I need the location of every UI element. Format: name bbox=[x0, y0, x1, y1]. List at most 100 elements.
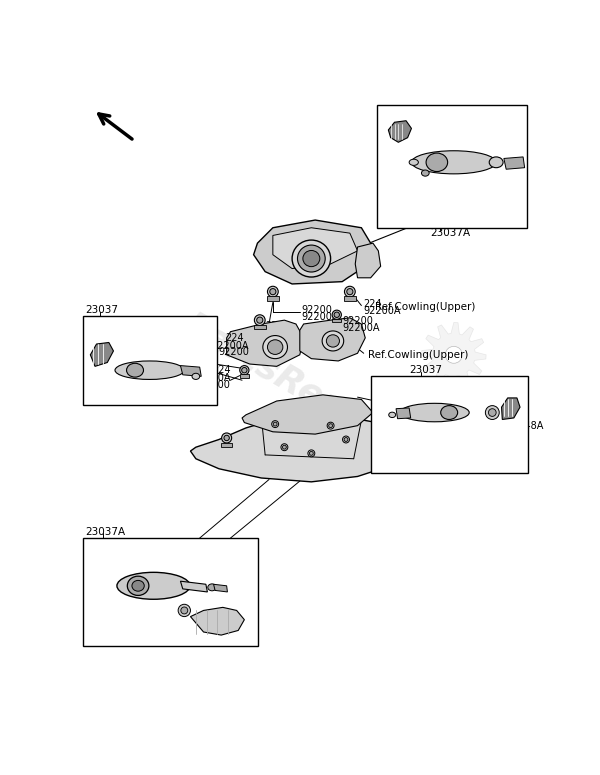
Ellipse shape bbox=[303, 250, 320, 267]
Ellipse shape bbox=[115, 361, 184, 380]
Polygon shape bbox=[355, 243, 380, 277]
Text: 92172: 92172 bbox=[375, 398, 406, 408]
Ellipse shape bbox=[327, 422, 334, 429]
Polygon shape bbox=[254, 325, 266, 329]
Ellipse shape bbox=[347, 288, 353, 294]
Polygon shape bbox=[227, 320, 304, 367]
Text: 23048A: 23048A bbox=[86, 334, 123, 344]
Ellipse shape bbox=[221, 433, 232, 443]
Ellipse shape bbox=[132, 580, 144, 591]
Ellipse shape bbox=[412, 151, 496, 174]
Text: 224: 224 bbox=[226, 332, 244, 343]
Ellipse shape bbox=[308, 450, 315, 456]
Ellipse shape bbox=[127, 363, 143, 377]
Polygon shape bbox=[502, 398, 520, 419]
Text: 224: 224 bbox=[212, 365, 230, 375]
Text: 92200A: 92200A bbox=[211, 340, 249, 350]
Ellipse shape bbox=[421, 170, 429, 176]
Text: 92069: 92069 bbox=[475, 394, 506, 405]
Polygon shape bbox=[242, 394, 373, 434]
Text: 92200: 92200 bbox=[301, 305, 332, 315]
Text: 23048: 23048 bbox=[392, 112, 423, 122]
Ellipse shape bbox=[254, 315, 265, 326]
Text: 92200: 92200 bbox=[342, 316, 373, 326]
Text: PartsRepublik: PartsRepublik bbox=[177, 308, 438, 478]
Ellipse shape bbox=[240, 366, 249, 375]
Text: 92200A: 92200A bbox=[363, 306, 400, 316]
Polygon shape bbox=[240, 374, 249, 378]
Polygon shape bbox=[181, 581, 208, 592]
Ellipse shape bbox=[322, 331, 344, 351]
Text: 23037: 23037 bbox=[86, 305, 119, 315]
Polygon shape bbox=[388, 121, 412, 143]
Ellipse shape bbox=[488, 408, 496, 416]
Ellipse shape bbox=[389, 412, 395, 418]
Ellipse shape bbox=[400, 403, 469, 422]
Ellipse shape bbox=[310, 451, 313, 455]
Text: Ref.Cowling(Upper): Ref.Cowling(Upper) bbox=[368, 350, 468, 360]
Text: 92172: 92172 bbox=[86, 567, 117, 577]
Text: 92200A: 92200A bbox=[342, 323, 380, 332]
Ellipse shape bbox=[409, 159, 418, 165]
Text: 92200: 92200 bbox=[200, 380, 230, 390]
Ellipse shape bbox=[326, 335, 340, 347]
Polygon shape bbox=[273, 228, 358, 269]
Ellipse shape bbox=[344, 286, 355, 297]
Ellipse shape bbox=[181, 607, 188, 614]
Text: 92200A: 92200A bbox=[193, 373, 230, 383]
Polygon shape bbox=[214, 584, 227, 592]
Ellipse shape bbox=[242, 367, 247, 373]
Ellipse shape bbox=[270, 288, 276, 294]
Text: 23037: 23037 bbox=[409, 365, 442, 375]
Polygon shape bbox=[221, 443, 232, 447]
Bar bbox=[377, 105, 527, 228]
Ellipse shape bbox=[273, 422, 277, 426]
Polygon shape bbox=[190, 415, 400, 482]
Ellipse shape bbox=[334, 312, 340, 318]
Ellipse shape bbox=[178, 604, 190, 617]
Ellipse shape bbox=[332, 310, 341, 319]
Ellipse shape bbox=[224, 436, 229, 441]
Text: 23048: 23048 bbox=[214, 596, 244, 606]
Ellipse shape bbox=[283, 446, 286, 449]
Ellipse shape bbox=[489, 157, 503, 167]
Polygon shape bbox=[504, 157, 524, 169]
Ellipse shape bbox=[441, 405, 458, 419]
Ellipse shape bbox=[281, 444, 288, 451]
Ellipse shape bbox=[445, 346, 462, 363]
Polygon shape bbox=[332, 319, 341, 322]
Ellipse shape bbox=[329, 424, 332, 428]
Ellipse shape bbox=[127, 576, 149, 595]
Ellipse shape bbox=[268, 339, 283, 354]
Ellipse shape bbox=[426, 153, 448, 171]
Ellipse shape bbox=[272, 421, 278, 428]
Text: Ref.Rear Fender(s): Ref.Rear Fender(s) bbox=[404, 452, 499, 461]
Ellipse shape bbox=[485, 405, 499, 419]
Ellipse shape bbox=[208, 584, 216, 591]
Polygon shape bbox=[181, 366, 201, 377]
Polygon shape bbox=[254, 220, 373, 284]
Text: 23037A: 23037A bbox=[86, 527, 126, 537]
Ellipse shape bbox=[117, 572, 190, 599]
Text: Ref.Cowling(Upper): Ref.Cowling(Upper) bbox=[375, 302, 476, 312]
Polygon shape bbox=[300, 318, 365, 361]
Text: 92200A: 92200A bbox=[301, 312, 339, 322]
Polygon shape bbox=[396, 408, 410, 419]
Ellipse shape bbox=[257, 317, 263, 323]
Text: 92172: 92172 bbox=[183, 351, 214, 361]
Text: 92200: 92200 bbox=[218, 347, 249, 357]
Ellipse shape bbox=[263, 336, 287, 359]
Ellipse shape bbox=[292, 240, 331, 277]
Text: 23037A: 23037A bbox=[431, 228, 471, 238]
Bar bbox=[371, 377, 529, 473]
Polygon shape bbox=[91, 343, 113, 367]
Polygon shape bbox=[190, 608, 244, 635]
Polygon shape bbox=[344, 296, 356, 301]
Ellipse shape bbox=[298, 245, 325, 272]
Ellipse shape bbox=[344, 438, 348, 442]
Bar bbox=[83, 316, 217, 405]
Text: 92069: 92069 bbox=[121, 351, 152, 361]
Text: 92069: 92069 bbox=[427, 143, 458, 153]
Text: 23048A: 23048A bbox=[506, 421, 544, 431]
Polygon shape bbox=[421, 322, 486, 388]
